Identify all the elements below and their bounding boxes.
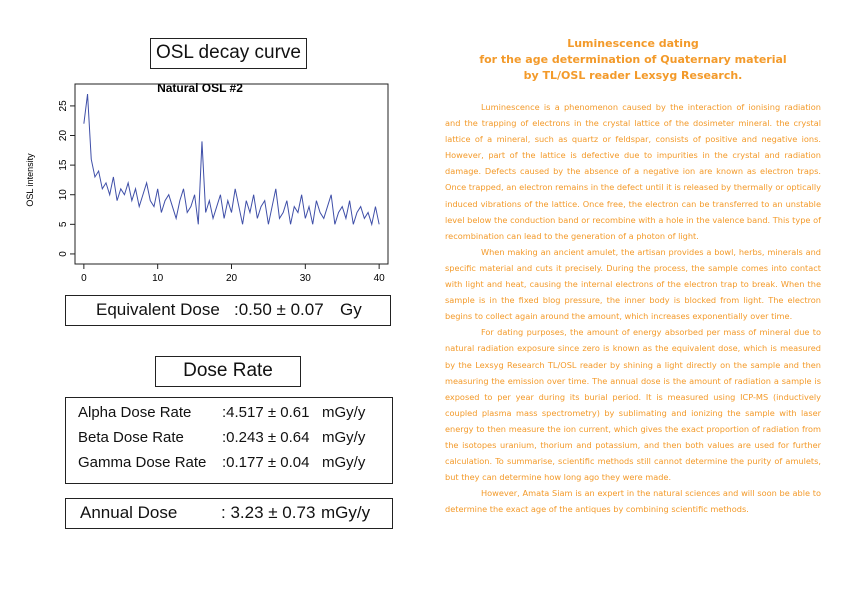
label: Equivalent Dose <box>96 300 220 319</box>
x-tick-label: 40 <box>374 273 386 284</box>
label: Alpha Dose Rate <box>78 404 192 421</box>
y-tick-label: 20 <box>58 130 69 142</box>
plot-frame <box>74 83 389 265</box>
title-line: Luminescence dating <box>567 37 699 50</box>
x-tick-label: 10 <box>152 273 164 284</box>
value: :0.50 ± 0.07 <box>234 300 324 319</box>
x-tick-label: 20 <box>226 273 238 284</box>
value: : 3.23 ± 0.73 <box>221 503 316 522</box>
equivalent-dose-box: Equivalent Dose :0.50 ± 0.07 Gy <box>65 295 391 326</box>
title-line: for the age determination of Quaternary … <box>479 53 787 66</box>
dose-rate-heading: Dose Rate <box>155 356 301 387</box>
paragraph: When making an ancient amulet, the artis… <box>445 246 821 322</box>
y-tick-label: 25 <box>58 100 69 112</box>
dose-rate-box: Alpha Dose Rate :4.517 ± 0.61 mGy/y Beta Do… <box>65 397 393 484</box>
paragraph: However, Amata Siam is an expert in the … <box>445 488 821 515</box>
y-tick-label: 0 <box>58 251 69 257</box>
unit: mGy/y <box>322 454 366 471</box>
data-line <box>83 94 380 227</box>
y-axis-label: OSL intensity <box>25 153 35 207</box>
title-line: by TL/OSL reader Lexsyg Research. <box>523 69 743 82</box>
value: :4.517 ± 0.61 <box>222 404 310 421</box>
y-tick-label: 15 <box>58 159 69 171</box>
unit: Gy <box>340 300 362 319</box>
label: Beta Dose Rate <box>78 429 184 446</box>
osl-heading: OSL decay curve <box>150 38 307 69</box>
value: :0.243 ± 0.64 <box>222 429 310 446</box>
chart-title: Natural OSL #2 <box>157 81 243 95</box>
unit: mGy/y <box>321 503 371 522</box>
paragraph: Luminescence is a phenomenon caused by t… <box>445 102 821 241</box>
y-tick-label: 5 <box>58 221 69 227</box>
label: Annual Dose <box>80 503 178 522</box>
unit: mGy/y <box>322 404 366 421</box>
label: Gamma Dose Rate <box>78 454 207 471</box>
x-tick-label: 0 <box>81 273 87 284</box>
article-title: Luminescence dating for the age determina… <box>445 36 821 84</box>
x-tick-label: 30 <box>300 273 312 284</box>
unit: mGy/y <box>322 429 366 446</box>
y-tick-label: 10 <box>58 189 69 201</box>
article-body: Luminescence is a phenomenon caused by t… <box>445 99 821 517</box>
paragraph: For dating purposes, the amount of energ… <box>445 327 821 483</box>
value: :0.177 ± 0.04 <box>222 454 310 471</box>
annual-dose-box: Annual Dose : 3.23 ± 0.73 mGy/y <box>65 498 393 529</box>
chart: Natural OSL #2 OSL intensity 0 5 10 15 20 25 0… <box>25 81 389 284</box>
